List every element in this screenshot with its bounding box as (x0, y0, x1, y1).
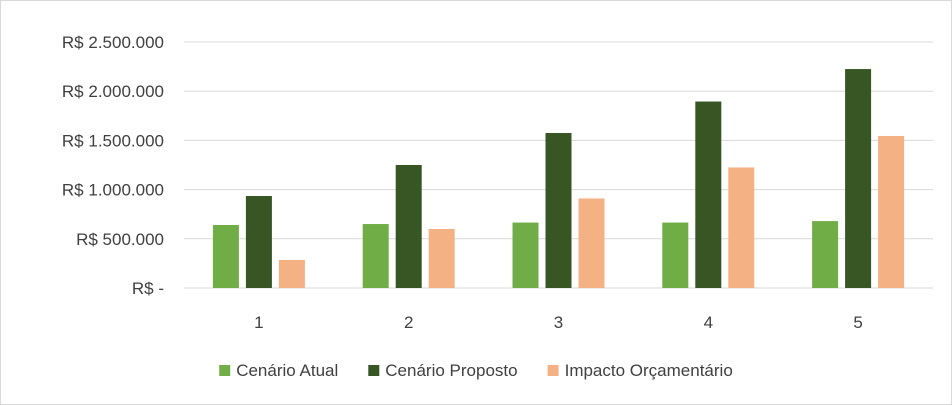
bar (212, 225, 239, 288)
y-tick-label: R$ - (132, 279, 164, 298)
bar (878, 135, 905, 288)
legend-swatch (219, 365, 231, 376)
y-tick-label: R$ 1.500.000 (62, 131, 164, 150)
bars (212, 69, 905, 288)
y-tick-label: R$ 1.000.000 (62, 181, 164, 200)
x-tick-label: 1 (254, 313, 263, 332)
legend-item: Cenário Proposto (368, 361, 518, 380)
x-tick-label: 2 (404, 313, 413, 332)
y-tick-label: R$ 500.000 (76, 230, 164, 249)
bar (662, 222, 689, 288)
x-tick-label: 5 (853, 313, 862, 332)
legend-item: Impacto Orçamentário (547, 361, 733, 380)
bar (428, 228, 455, 288)
x-tick-label: 3 (554, 313, 563, 332)
bar (278, 259, 305, 288)
y-tick-label: R$ 2.000.000 (62, 82, 164, 101)
bar (362, 224, 389, 288)
legend-label: Cenário Atual (236, 361, 338, 380)
legend-item: Cenário Atual (219, 361, 338, 380)
legend-swatch (547, 365, 559, 376)
y-tick-label: R$ 2.500.000 (62, 33, 164, 52)
x-axis-tick-labels: 1 2 3 4 5 (254, 313, 863, 332)
legend: Cenário Atual Cenário Proposto Impacto Orç… (219, 361, 733, 380)
bar (845, 69, 872, 288)
legend-label: Cenário Proposto (385, 361, 517, 380)
bar (578, 198, 605, 288)
bar (512, 222, 539, 288)
legend-swatch (368, 365, 380, 376)
legend-label: Impacto Orçamentário (565, 361, 733, 380)
bar (728, 167, 755, 288)
bar (545, 133, 572, 288)
x-tick-label: 4 (704, 313, 713, 332)
bar (812, 221, 839, 288)
bar (245, 195, 272, 288)
bar (395, 165, 422, 288)
y-axis-tick-labels: R$ - R$ 500.000 R$ 1.000.000 R$ 1.500.000 R$… (62, 33, 164, 298)
bar (695, 101, 722, 288)
